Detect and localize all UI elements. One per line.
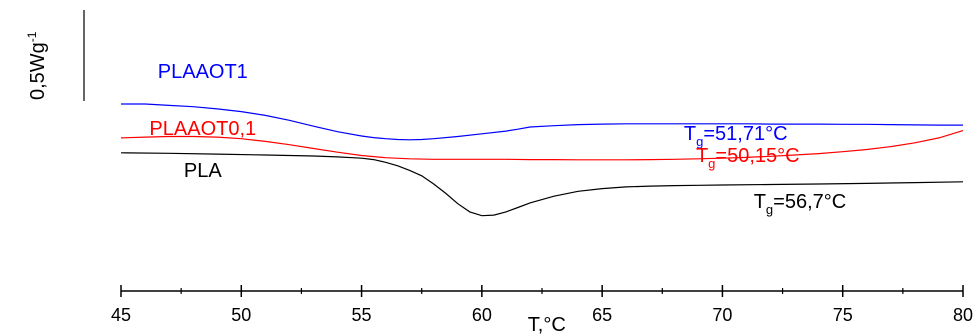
x-tick-label: 65 (592, 305, 612, 325)
series-name-label: PLA (184, 160, 222, 182)
x-tick-label: 45 (111, 305, 131, 325)
x-tick-label: 75 (833, 305, 853, 325)
x-axis-label: T,°C (528, 314, 566, 334)
series-line-0 (121, 103, 963, 141)
x-tick-label: 80 (953, 305, 973, 325)
tg-annotation: Tg=50,15°C (696, 145, 800, 171)
scale-bar-label: 0,5Wg-1 (25, 31, 49, 100)
series-curves (120, 103, 964, 217)
scale-bar: 0,5Wg-1 (25, 10, 85, 101)
tg-annotation: Tg=56,7°C (754, 191, 847, 217)
series-line-1 (120, 130, 964, 161)
series-name-label: PLAAOT1 (158, 61, 248, 83)
series-name-label: PLAAOT0,1 (149, 118, 256, 140)
x-axis: 45 50 55 60 65 70 75 80 T,°C (111, 285, 973, 334)
x-tick-label: 50 (231, 305, 251, 325)
x-tick-label: 60 (472, 305, 492, 325)
x-ticks: 45 50 55 60 65 70 75 80 (111, 285, 973, 325)
x-tick-label: 55 (352, 305, 372, 325)
tg-annotation: Tg=51,71°C (684, 123, 788, 149)
x-tick-label: 70 (712, 305, 732, 325)
series-line-2 (120, 152, 964, 217)
series-labels: PLAAOT1 Tg=51,71°C PLAAOT0,1 Tg=50,15°C PLA T… (149, 61, 846, 217)
